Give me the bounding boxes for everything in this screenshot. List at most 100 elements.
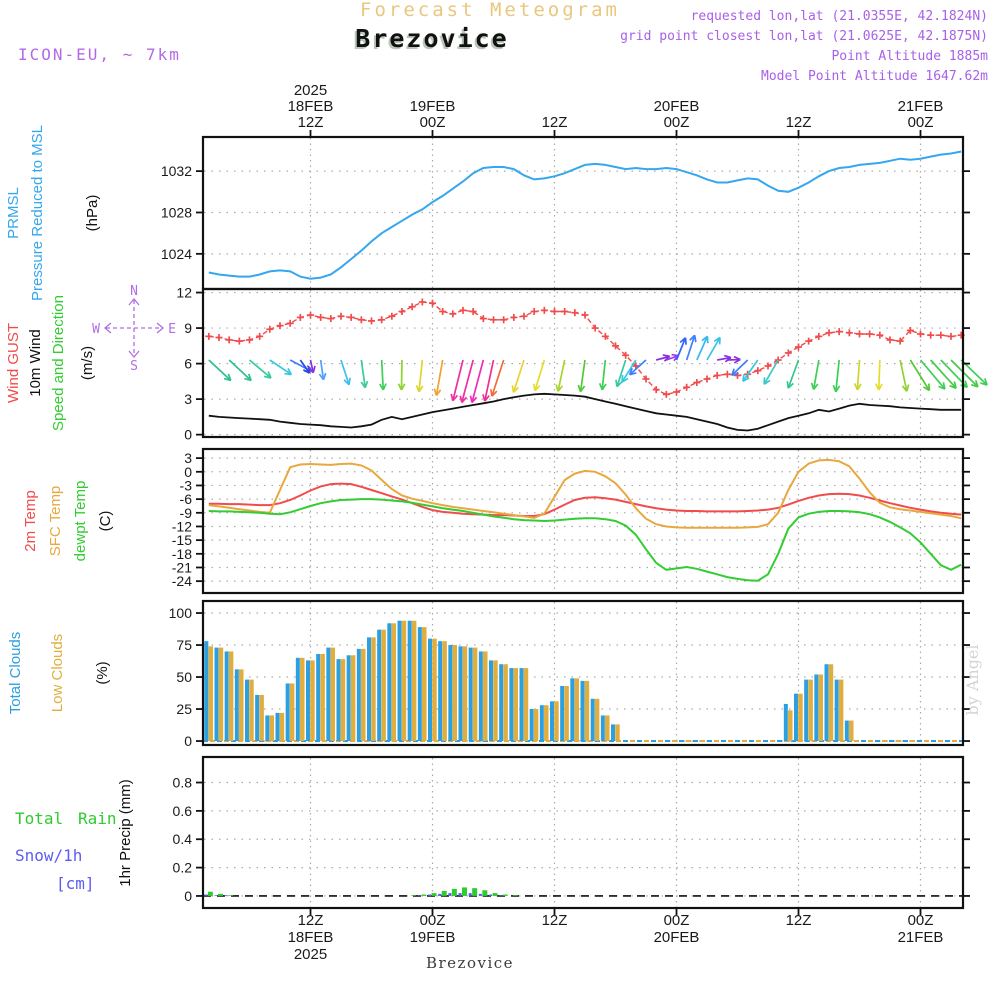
label-10m-wind: 10m Wind <box>27 329 44 397</box>
top-time-z: 12Z <box>786 114 812 131</box>
requested-coords: requested lon,lat (21.0355E, 42.1824N) <box>691 9 988 24</box>
wind-arrow <box>532 359 546 392</box>
wind-arrow <box>899 359 910 392</box>
top-time-year: 2025 <box>294 82 327 99</box>
y-tick-label: -24 <box>172 573 192 589</box>
pressure-line <box>208 150 962 280</box>
low-cloud-bar <box>330 647 336 742</box>
top-time-date: 21FEB <box>898 98 944 115</box>
y-tick-label: 75 <box>176 637 192 653</box>
bottom-time-date: 19FEB <box>410 929 456 946</box>
wind-arrow <box>615 359 627 388</box>
label-dewpt-temp: dewpt Temp <box>72 481 89 562</box>
wind-arrow <box>950 359 979 388</box>
total-cloud-bar <box>214 647 219 742</box>
total-cloud-bar <box>489 660 494 742</box>
low-cloud-bar <box>493 660 498 742</box>
compass-north-arrow <box>128 297 140 306</box>
rain-bar <box>421 894 427 896</box>
gridlines <box>204 138 962 907</box>
low-cloud-bar <box>391 623 397 742</box>
total-cloud-bar <box>346 655 351 742</box>
footer-station: Brezovice <box>426 954 514 972</box>
wind-arrow <box>810 359 820 391</box>
total-cloud-bar <box>560 685 565 742</box>
wind-arrow <box>415 359 424 393</box>
top-time-date: 20FEB <box>654 98 700 115</box>
y-tick-label: 100 <box>169 605 193 621</box>
y-tick-label: 0 <box>184 427 192 443</box>
snow-bar <box>489 894 493 896</box>
y-tick-label: 0 <box>184 464 192 480</box>
total-cloud-bar <box>234 669 239 742</box>
label-speed-direction: Speed and Direction <box>50 295 67 431</box>
y-tick-label: 0.6 <box>173 803 193 819</box>
snow-bar <box>458 893 462 896</box>
temp-line-2m-Temp <box>208 482 962 517</box>
low-cloud-bar <box>279 712 285 742</box>
bottom-time-z: 12Z <box>298 912 324 929</box>
total-cloud-bar <box>509 668 514 742</box>
rain-bar <box>431 893 437 896</box>
y-tick-label: -18 <box>172 546 192 562</box>
snow-bar <box>499 895 503 896</box>
wind-arrow <box>628 359 647 376</box>
total-cloud-bar <box>824 664 829 742</box>
total-cloud-bar <box>316 653 321 742</box>
zero-dash-lines <box>203 740 963 897</box>
y-tick-label: 0.8 <box>173 775 193 791</box>
y-tick-label: 1028 <box>161 204 192 220</box>
wind-arrow <box>308 359 316 374</box>
temp-line-SFC-Temp <box>208 458 962 529</box>
label-total-clouds: Total Clouds <box>7 632 24 715</box>
wind-arrow <box>248 359 272 379</box>
rain-bar <box>451 888 457 896</box>
axis-ticks-and-labels: 10241028103203691230-3-6-9-12-15-18-21-2… <box>161 82 970 963</box>
total-cloud-bar <box>377 629 382 742</box>
low-cloud-bar <box>269 715 275 742</box>
wind-arrow <box>685 334 697 361</box>
low-cloud-bar <box>289 683 295 742</box>
total-cloud-bar <box>295 657 300 742</box>
wind-arrow <box>696 335 709 361</box>
low-cloud-bar <box>564 685 569 742</box>
y-tick-label: 50 <box>176 669 192 685</box>
low-cloud-bar <box>849 720 854 742</box>
wind-arrow <box>832 359 841 393</box>
total-cloud-bar <box>255 694 260 742</box>
low-cloud-bar <box>808 679 813 742</box>
station-title: Brezovice <box>355 24 508 53</box>
low-cloud-bar <box>513 668 519 742</box>
wind-arrow <box>655 354 671 362</box>
low-cloud-bar <box>340 659 346 742</box>
low-cloud-bar <box>442 641 447 742</box>
label-total: Total <box>15 809 63 828</box>
rain-bar <box>492 893 498 896</box>
station-title-shadow: Brezovice <box>353 26 506 55</box>
low-cloud-bar <box>422 627 427 742</box>
rain-bar <box>462 887 468 896</box>
top-time-z: 12Z <box>298 114 324 131</box>
compass-rose <box>103 297 165 359</box>
snow-bar <box>468 893 472 896</box>
low-cloud-bar <box>788 710 793 742</box>
low-cloud-bar <box>574 678 580 742</box>
wind-arrow <box>675 337 687 361</box>
total-cloud-bar <box>417 627 422 742</box>
wind-arrow <box>853 359 862 391</box>
compass-w: W <box>92 322 100 337</box>
total-cloud-bar <box>285 683 290 742</box>
wind-arrow <box>621 359 637 383</box>
snow-bar <box>224 895 228 896</box>
total-cloud-bar <box>244 679 249 742</box>
low-cloud-bar <box>239 669 244 742</box>
low-cloud-bar <box>472 647 478 742</box>
temp-line-dewpt-Temp <box>208 498 962 582</box>
label-prmsl: PRMSL <box>5 187 22 239</box>
low-cloud-bar <box>533 709 539 742</box>
total-cloud-bar <box>428 638 433 742</box>
y-tick-label: 1032 <box>161 163 192 179</box>
low-cloud-bar <box>411 620 417 742</box>
snow-bar <box>448 893 452 896</box>
